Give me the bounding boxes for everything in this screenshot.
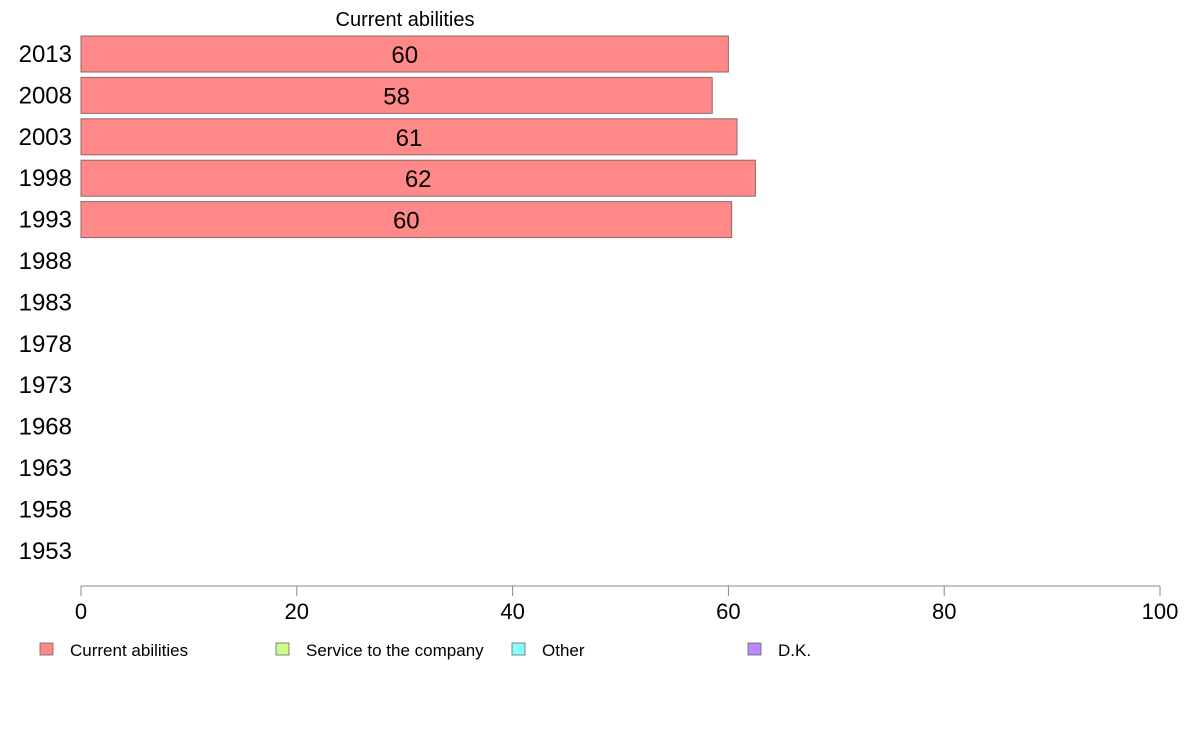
x-tick-label: 20 — [285, 599, 309, 624]
chart-title: Current abilities — [336, 9, 475, 31]
legend-swatch — [747, 642, 762, 656]
category-label: 1983 — [19, 289, 72, 316]
legend-label: Service to the company — [306, 641, 484, 660]
bar-value-label: 62 — [405, 166, 432, 193]
legend-swatch — [511, 642, 526, 656]
bar-value-label: 58 — [383, 83, 410, 110]
bar — [80, 35, 729, 73]
category-label: 2013 — [19, 41, 72, 68]
bar-value-label: 60 — [393, 208, 420, 235]
x-tick-label: 0 — [75, 599, 87, 624]
category-label: 2003 — [19, 124, 72, 151]
bar-value-label: 61 — [396, 125, 423, 152]
category-label: 1978 — [19, 331, 72, 358]
category-label: 1963 — [19, 455, 72, 482]
x-tick-label: 60 — [716, 599, 740, 624]
legend-label: D.K. — [778, 641, 811, 660]
x-tick-label: 40 — [500, 599, 524, 624]
category-label: 1998 — [19, 165, 72, 192]
category-label: 1988 — [19, 248, 72, 275]
legend-swatch — [275, 642, 290, 656]
bar — [80, 201, 733, 239]
category-label: 1958 — [19, 496, 72, 523]
category-label: 1968 — [19, 414, 72, 441]
bar — [80, 159, 756, 197]
x-tick-label: 100 — [1142, 599, 1179, 624]
legend-label: Other — [542, 641, 585, 660]
category-label: 1993 — [19, 207, 72, 234]
category-label: 2008 — [19, 82, 72, 109]
legend-label: Current abilities — [70, 641, 188, 660]
bar — [80, 118, 738, 156]
x-tick-label: 80 — [932, 599, 956, 624]
bar-value-label: 60 — [391, 42, 418, 69]
legend-swatch — [39, 642, 54, 656]
bar — [80, 76, 713, 114]
category-label: 1953 — [19, 538, 72, 565]
category-label: 1973 — [19, 372, 72, 399]
